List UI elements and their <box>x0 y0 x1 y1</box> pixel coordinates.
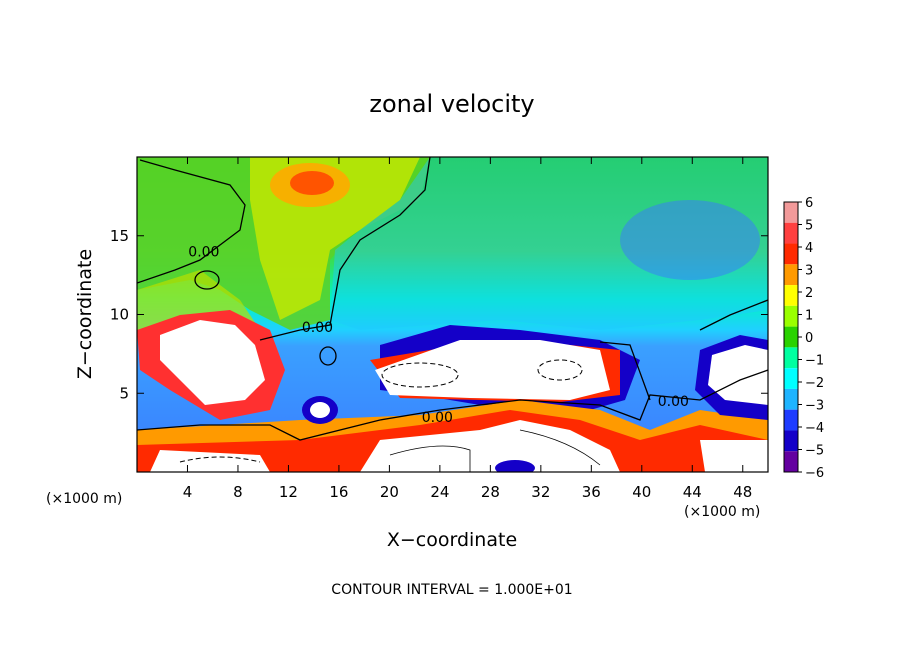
colorbar-label: 5 <box>805 219 813 234</box>
colorbar-label: −1 <box>805 354 824 369</box>
x-tick-label: 8 <box>233 483 243 501</box>
colorbar-label: −6 <box>805 466 824 481</box>
colorbar-swatch <box>784 202 798 223</box>
x-tick-label: 4 <box>183 483 193 501</box>
x-tick-label: 28 <box>481 483 500 501</box>
x-tick-label: 24 <box>430 483 449 501</box>
colorbar-label: 6 <box>805 196 813 211</box>
x-tick-label: 36 <box>582 483 601 501</box>
contour-label: 0.00 <box>302 320 333 336</box>
y-tick-label: 10 <box>110 306 129 324</box>
colorbar: 6 5 4 3 2 1 0 −1 −2 −3 −4 −5 −6 <box>783 196 824 481</box>
contour-interval-note: CONTOUR INTERVAL = 1.000E+01 <box>331 582 572 598</box>
x-tick-label: 40 <box>632 483 651 501</box>
x-tick-label: 20 <box>380 483 399 501</box>
colorbar-label: 1 <box>805 309 813 324</box>
colorbar-swatch <box>784 264 798 286</box>
colorbar-swatch <box>784 347 798 369</box>
colorbar-swatch <box>784 326 798 348</box>
colorbar-label: −5 <box>805 444 824 459</box>
x-tick-label: 32 <box>531 483 550 501</box>
y-axis-title: Z−coordinate <box>74 249 96 379</box>
colorbar-swatch <box>784 305 798 327</box>
colorbar-swatch <box>784 451 798 472</box>
y-tick-label: 15 <box>110 227 129 245</box>
x-axis-title: X−coordinate <box>387 529 517 551</box>
colorbar-label: 4 <box>805 241 813 256</box>
y-axis-ticks: 5 10 15 <box>110 227 768 402</box>
colorbar-label: 0 <box>805 331 813 346</box>
colorbar-label: −4 <box>805 421 824 436</box>
colorbar-swatch <box>784 409 798 431</box>
x-units-right: (×1000 m) <box>684 504 760 520</box>
heatmap-field <box>137 157 768 472</box>
x-tick-label: 12 <box>279 483 298 501</box>
colorbar-swatch <box>784 243 798 265</box>
x-tick-label: 16 <box>329 483 348 501</box>
colorbar-swatch <box>784 285 798 306</box>
x-tick-label: 48 <box>733 483 752 501</box>
x-units-left: (×1000 m) <box>46 491 122 507</box>
y-tick-label: 5 <box>119 384 129 402</box>
contour-label: 0.00 <box>422 410 453 426</box>
colorbar-swatch <box>784 388 798 410</box>
chart-title: zonal velocity <box>369 90 534 118</box>
colorbar-swatch <box>784 222 798 244</box>
contour-labels: 0.00 0.00 0.00 0.00 <box>188 245 689 426</box>
colorbar-label: 3 <box>805 264 813 279</box>
colorbar-label: −3 <box>805 399 824 414</box>
colorbar-swatch <box>784 430 798 452</box>
colorbar-label: 2 <box>805 286 813 301</box>
colorbar-label: −2 <box>805 376 824 391</box>
colorbar-swatch <box>784 368 798 389</box>
x-tick-label: 44 <box>683 483 702 501</box>
contour-label: 0.00 <box>658 394 689 410</box>
x-axis-ticks: 4 8 12 16 20 24 28 32 36 40 44 48 <box>183 157 752 501</box>
contour-label: 0.00 <box>188 245 219 261</box>
